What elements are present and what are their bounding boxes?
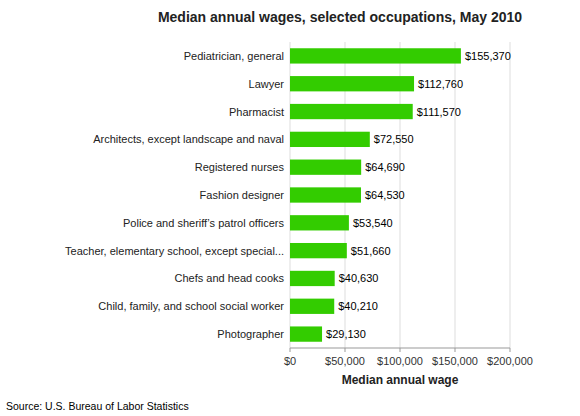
data-label: $64,530 xyxy=(365,189,405,201)
tick-mark xyxy=(455,348,456,352)
grid-line xyxy=(510,42,511,348)
bar xyxy=(290,48,461,63)
category-label: Police and sheriff’s patrol officers xyxy=(123,217,285,229)
category-label: Photographer xyxy=(217,328,284,340)
annotation: Source: U.S. Bureau of Labor Statistics xyxy=(6,400,189,412)
bar xyxy=(290,215,349,230)
data-label: $64,690 xyxy=(365,161,405,173)
data-label: $29,130 xyxy=(326,328,366,340)
tick-label: $50,000 xyxy=(325,355,365,367)
bar xyxy=(290,187,361,202)
bars xyxy=(290,48,461,341)
bar xyxy=(290,243,347,258)
bar xyxy=(290,299,334,314)
tick-mark xyxy=(345,348,346,352)
chart: Median annual wages, selected occupation… xyxy=(0,0,580,416)
category-label: Child, family, and school social worker xyxy=(98,300,284,312)
tick-label: $0 xyxy=(284,355,296,367)
bar xyxy=(290,271,335,286)
title: Median annual wages, selected occupation… xyxy=(158,9,522,25)
data-label: $111,570 xyxy=(417,106,461,118)
data-label: $72,550 xyxy=(374,133,414,145)
data-label: $51,660 xyxy=(351,245,391,257)
category-label: Fashion designer xyxy=(200,189,285,201)
y-axis: Photographer Child, family, and school so… xyxy=(65,50,284,340)
data-labels: $29,130 $40,210 $40,630 $51,660 $53,540 $64,5… xyxy=(326,50,511,340)
category-label: Pediatrician, general xyxy=(184,50,284,62)
bar xyxy=(290,76,414,91)
data-label: $40,630 xyxy=(339,272,379,284)
bar xyxy=(290,104,413,119)
bar xyxy=(290,326,322,341)
category-label: Teacher, elementary school, except speci… xyxy=(65,245,284,257)
data-label: $155,370 xyxy=(465,50,511,62)
category-label: Pharmacist xyxy=(229,106,284,118)
axis-line xyxy=(290,348,510,349)
x-axis-label: Median annual wage xyxy=(342,373,459,387)
category-label: Lawyer xyxy=(249,78,285,90)
chart-container: Median annual wages, selected occupation… xyxy=(0,0,580,416)
tick-mark xyxy=(290,348,291,352)
tick-mark xyxy=(510,348,511,352)
tick-label: $100,000 xyxy=(377,355,423,367)
data-label: $112,760 xyxy=(418,78,463,90)
tick-label: $150,000 xyxy=(432,355,478,367)
data-label: $40,210 xyxy=(338,300,378,312)
bar xyxy=(290,132,370,147)
tick-label: $200,000 xyxy=(487,355,533,367)
data-label: $53,540 xyxy=(353,217,393,229)
category-label: Chefs and head cooks xyxy=(175,272,285,284)
category-label: Architects, except landscape and naval xyxy=(93,133,284,145)
x-axis: $0 $50,000 $100,000 $150,000 $200,000 xyxy=(284,348,533,367)
bar xyxy=(290,160,361,175)
grid xyxy=(290,42,510,348)
tick-mark xyxy=(400,348,401,352)
category-label: Registered nurses xyxy=(195,161,285,173)
